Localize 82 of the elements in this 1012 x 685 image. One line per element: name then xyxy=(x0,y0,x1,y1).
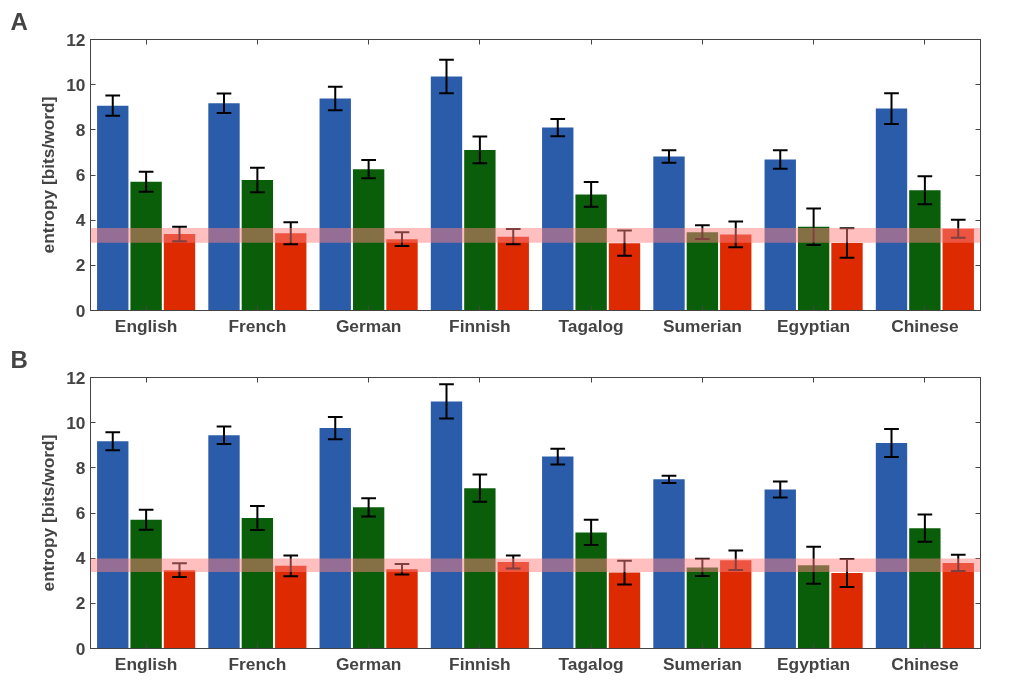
x-tick-label: German xyxy=(335,653,402,674)
x-tick-label: German xyxy=(335,315,402,336)
x-tick-label: English xyxy=(114,315,178,336)
y-tick-label: 8 xyxy=(75,119,86,140)
x-tick-label: Egyptian xyxy=(777,653,851,674)
y-tick-label: 0 xyxy=(75,638,86,659)
bar xyxy=(653,479,685,649)
y-tick-label: 6 xyxy=(75,165,86,185)
bar xyxy=(608,243,641,311)
x-tick-label: Chinese xyxy=(891,653,959,674)
y-tick-label: 2 xyxy=(75,255,86,276)
bar xyxy=(130,519,162,649)
x-tick-label: Sumerian xyxy=(662,653,742,674)
bar xyxy=(319,428,351,649)
bar xyxy=(386,239,418,311)
chart-title: B xyxy=(10,345,28,373)
bar xyxy=(575,194,607,311)
bar xyxy=(909,190,941,311)
bar xyxy=(275,565,307,649)
bar xyxy=(653,156,685,311)
bar xyxy=(497,562,529,649)
bar xyxy=(797,565,830,649)
bar xyxy=(275,233,307,311)
x-tick-label: Egyptian xyxy=(777,315,851,336)
bar xyxy=(909,528,941,649)
bar xyxy=(430,76,463,311)
y-tick-label: 8 xyxy=(75,457,86,478)
bar xyxy=(97,441,129,649)
bar xyxy=(831,242,863,311)
bar xyxy=(97,105,129,311)
y-tick-label: 2 xyxy=(75,593,86,614)
x-tick-label: Finnish xyxy=(449,653,511,674)
bar xyxy=(720,560,752,649)
bar xyxy=(386,569,418,649)
y-axis-title: entropy [bits/word] xyxy=(38,434,59,592)
bar xyxy=(764,159,796,311)
chart-title: A xyxy=(10,7,28,35)
bar xyxy=(430,401,463,649)
bar xyxy=(797,226,830,311)
y-tick-label: 6 xyxy=(75,503,86,523)
bar xyxy=(352,169,385,311)
y-tick-label: 10 xyxy=(66,412,86,433)
bar xyxy=(464,488,496,649)
bar xyxy=(352,507,385,649)
bar xyxy=(497,236,529,311)
bar xyxy=(208,435,240,649)
x-tick-label: French xyxy=(228,315,287,336)
bar xyxy=(686,567,719,649)
x-tick-label: Finnish xyxy=(449,315,511,336)
bar xyxy=(464,149,496,311)
x-tick-label: Chinese xyxy=(891,315,959,336)
y-tick-label: 4 xyxy=(75,548,86,569)
y-tick-label: 10 xyxy=(66,74,86,95)
bar xyxy=(720,234,752,311)
y-tick-label: 12 xyxy=(66,367,86,388)
y-axis-title: entropy [bits/word] xyxy=(38,96,59,254)
bar xyxy=(130,181,162,311)
y-tick-label: 12 xyxy=(66,29,86,50)
bar xyxy=(942,562,974,649)
y-tick-label: 0 xyxy=(75,300,86,321)
bar xyxy=(542,127,574,311)
bar xyxy=(764,489,796,649)
bar xyxy=(942,228,974,311)
bar xyxy=(319,98,351,311)
y-tick-label: 4 xyxy=(75,210,86,231)
bar xyxy=(241,517,274,649)
x-tick-label: Tagalog xyxy=(558,653,624,674)
x-tick-label: French xyxy=(228,653,287,674)
bar xyxy=(163,233,196,311)
bar xyxy=(208,103,240,311)
bar xyxy=(875,442,908,649)
bar xyxy=(875,108,908,311)
x-tick-label: Sumerian xyxy=(662,315,742,336)
bar xyxy=(686,232,719,311)
bar xyxy=(831,573,863,649)
bar xyxy=(575,532,607,649)
x-tick-label: English xyxy=(114,653,178,674)
bar xyxy=(163,570,196,649)
x-tick-label: Tagalog xyxy=(558,315,624,336)
bar xyxy=(608,572,641,649)
bar xyxy=(542,456,574,649)
bar xyxy=(241,179,274,311)
